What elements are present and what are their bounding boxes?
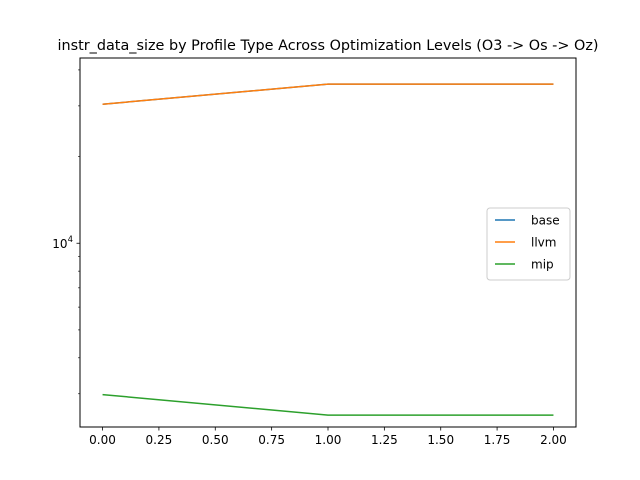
x-tick-label: 2.00 bbox=[540, 433, 567, 447]
plot-lines bbox=[102, 83, 554, 416]
series-line-llvm bbox=[102, 83, 554, 105]
legend-label-base: base bbox=[531, 214, 560, 228]
series-line-base bbox=[102, 83, 554, 105]
legend-label-mip: mip bbox=[531, 258, 554, 272]
x-tick-label: 1.75 bbox=[484, 433, 511, 447]
chart-title: instr_data_size by Profile Type Across O… bbox=[57, 38, 598, 54]
x-axis: 0.00 0.25 0.50 0.75 1.00 1.25 1.50 1.75 2.00 bbox=[89, 427, 567, 447]
legend: base llvm mip bbox=[486, 207, 571, 281]
y-axis: 104 bbox=[52, 69, 80, 395]
x-tick-label: 0.50 bbox=[202, 433, 229, 447]
x-tick-label: 0.75 bbox=[258, 433, 285, 447]
x-tick-label: 0.00 bbox=[89, 433, 116, 447]
series-line-mip bbox=[102, 393, 554, 416]
x-tick-label: 1.50 bbox=[427, 433, 454, 447]
x-tick-label: 1.00 bbox=[315, 433, 342, 447]
legend-label-llvm: llvm bbox=[531, 236, 556, 250]
y-tick-label: 104 bbox=[52, 235, 73, 251]
legend-box bbox=[486, 207, 571, 281]
x-tick-label: 1.25 bbox=[371, 433, 398, 447]
x-tick-label: 0.25 bbox=[146, 433, 173, 447]
